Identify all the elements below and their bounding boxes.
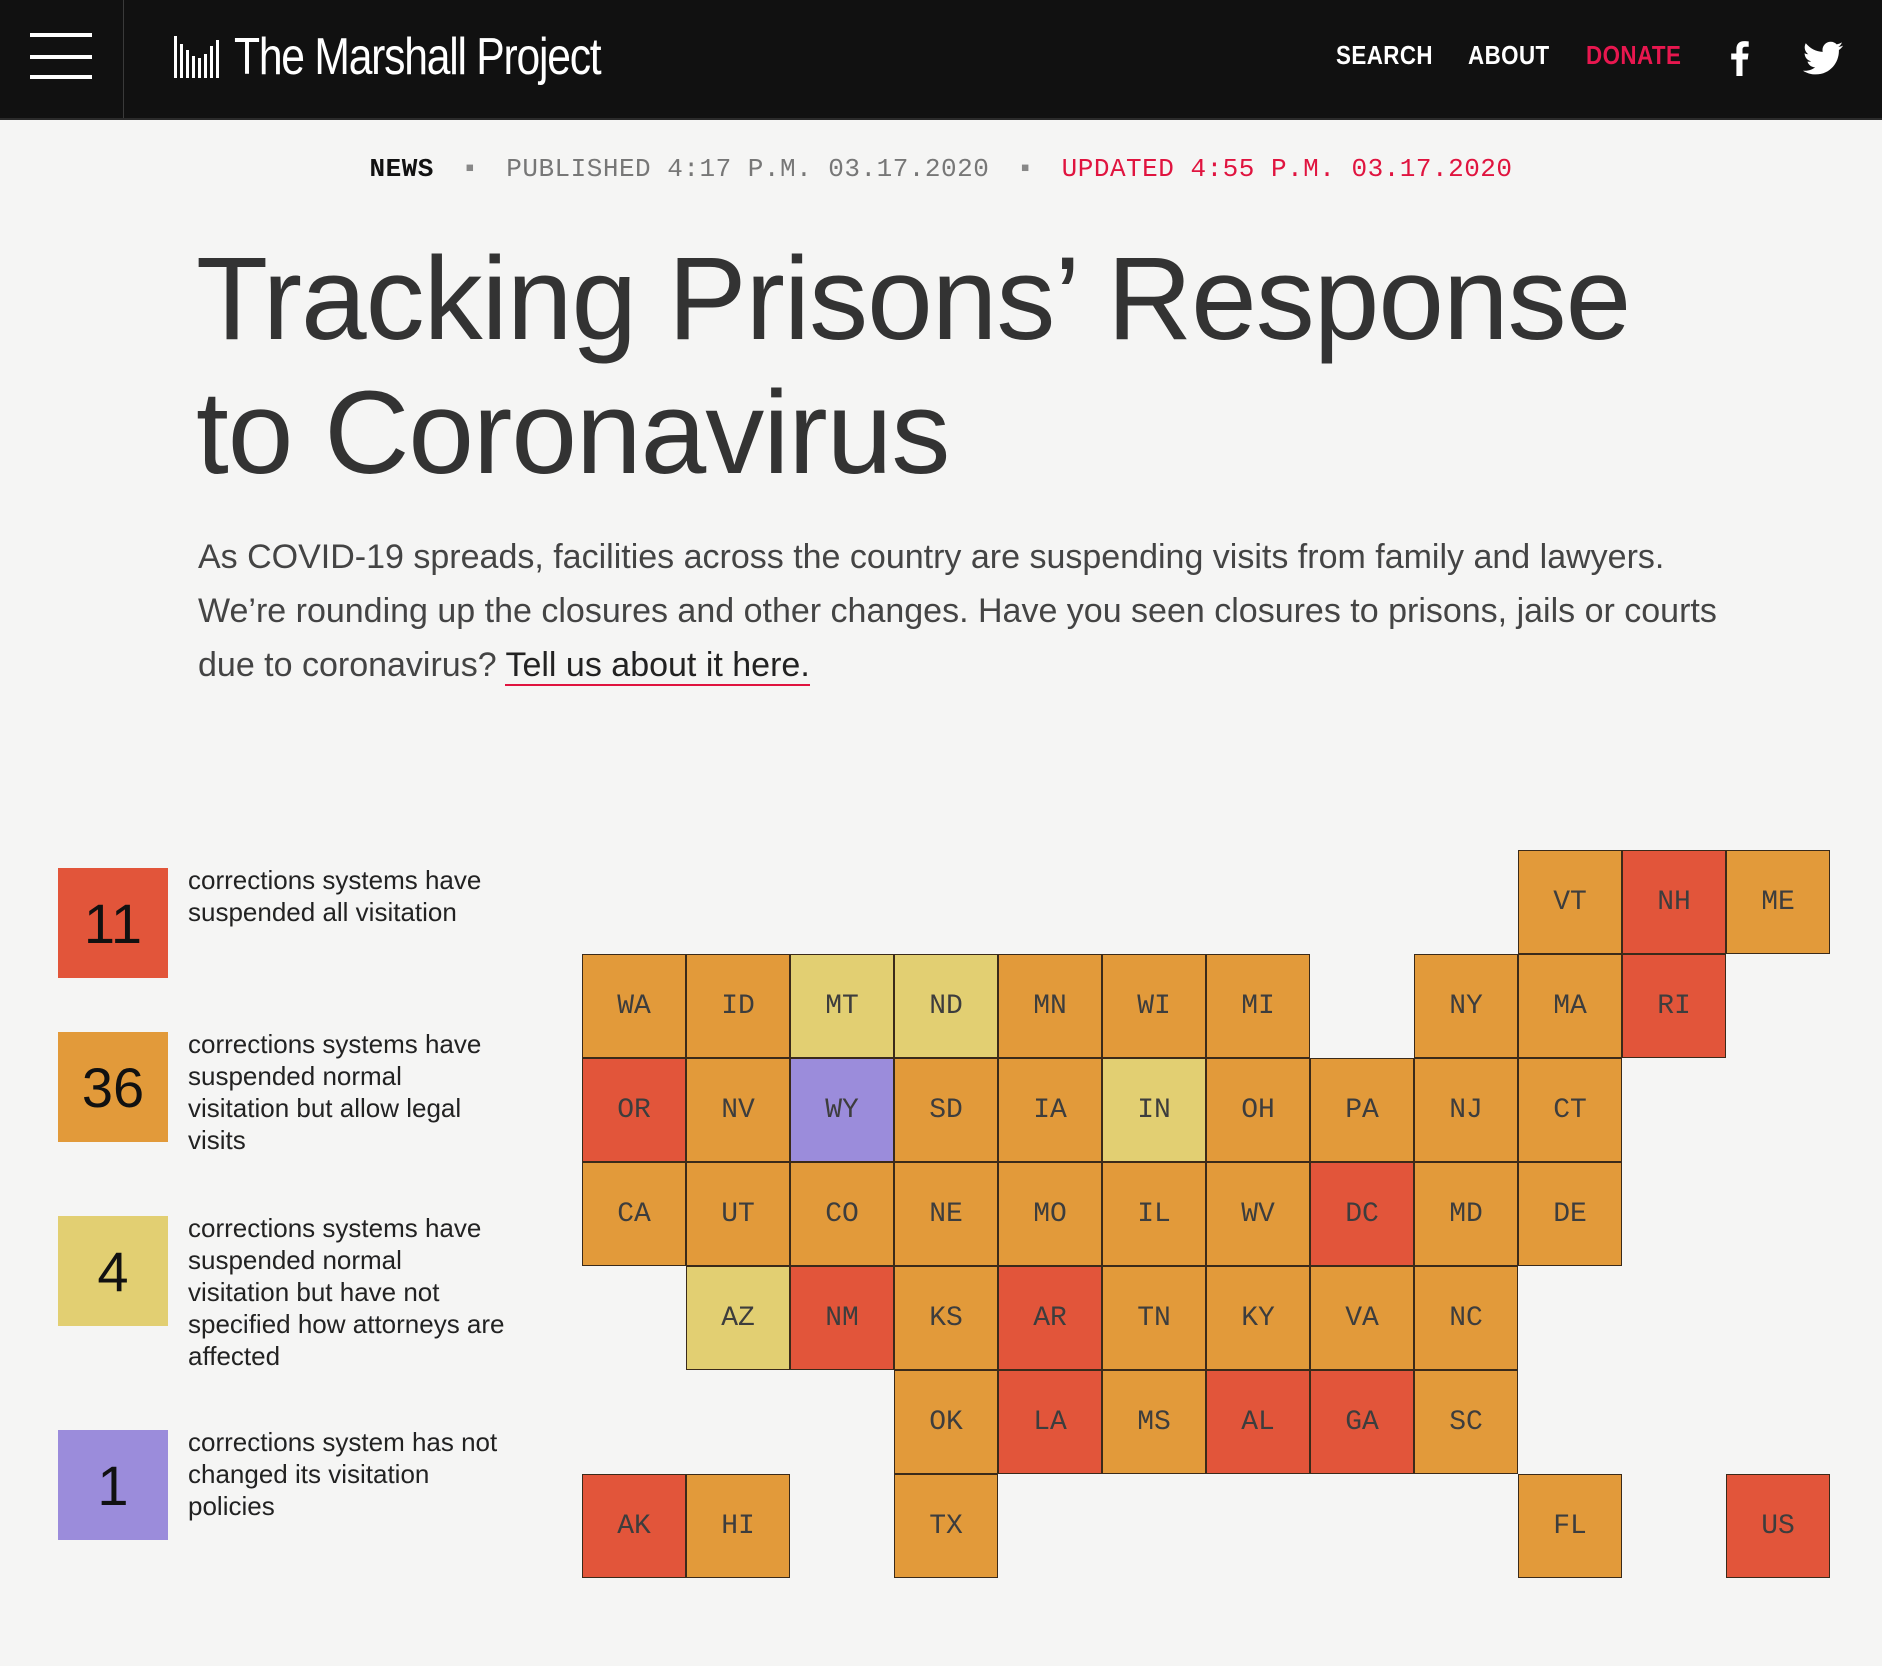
state-tile-nj[interactable]: NJ xyxy=(1414,1058,1518,1162)
state-tile-al[interactable]: AL xyxy=(1206,1370,1310,1474)
state-tile-nc[interactable]: NC xyxy=(1414,1266,1518,1370)
state-tile-id[interactable]: ID xyxy=(686,954,790,1058)
legend-swatch: 4 xyxy=(58,1216,168,1326)
legend-label: corrections systems have suspended norma… xyxy=(188,1213,505,1371)
legend-swatch: 11 xyxy=(58,868,168,978)
facebook-icon[interactable] xyxy=(1720,38,1760,78)
state-tile-mt[interactable]: MT xyxy=(790,954,894,1058)
article-section[interactable]: NEWS xyxy=(369,154,434,184)
state-tile-nm[interactable]: NM xyxy=(790,1266,894,1370)
state-tile-az[interactable]: AZ xyxy=(686,1266,790,1370)
state-tile-ks[interactable]: KS xyxy=(894,1266,998,1370)
state-tile-ca[interactable]: CA xyxy=(582,1162,686,1266)
state-tile-wi[interactable]: WI xyxy=(1102,954,1206,1058)
state-tile-vt[interactable]: VT xyxy=(1518,850,1622,954)
state-tile-nv[interactable]: NV xyxy=(686,1058,790,1162)
legend-count: 36 xyxy=(81,1055,145,1119)
dek-text: As COVID-19 spreads, facilities across t… xyxy=(198,538,1717,684)
state-tile-ok[interactable]: OK xyxy=(894,1370,998,1474)
published-timestamp: PUBLISHED 4:17 P.M. 03.17.2020 xyxy=(506,154,990,184)
state-tile-ms[interactable]: MS xyxy=(1102,1370,1206,1474)
state-tile-nd[interactable]: ND xyxy=(894,954,998,1058)
legend-label: corrections system has not changed its v… xyxy=(188,1427,498,1521)
state-tile-ri[interactable]: RI xyxy=(1622,954,1726,1058)
menu-line xyxy=(30,55,92,59)
state-tile-sd[interactable]: SD xyxy=(894,1058,998,1162)
legend-count: 4 xyxy=(97,1239,129,1303)
state-tile-ga[interactable]: GA xyxy=(1310,1370,1414,1474)
state-tile-hi[interactable]: HI xyxy=(686,1474,790,1578)
state-tile-or[interactable]: OR xyxy=(582,1058,686,1162)
state-tile-wa[interactable]: WA xyxy=(582,954,686,1058)
menu-line xyxy=(30,75,92,79)
state-tile-tx[interactable]: TX xyxy=(894,1474,998,1578)
state-tile-us[interactable]: US xyxy=(1726,1474,1830,1578)
nav-donate-link[interactable]: DONATE xyxy=(1586,40,1682,70)
state-tile-ne[interactable]: NE xyxy=(894,1162,998,1266)
site-logo-link[interactable]: The Marshall Project xyxy=(174,22,681,92)
state-tile-nh[interactable]: NH xyxy=(1622,850,1726,954)
state-tile-dc[interactable]: DC xyxy=(1310,1162,1414,1266)
updated-timestamp: UPDATED 4:55 P.M. 03.17.2020 xyxy=(1061,154,1513,184)
state-tile-ak[interactable]: AK xyxy=(582,1474,686,1578)
meta-separator: ▪ xyxy=(462,154,479,184)
state-tile-ar[interactable]: AR xyxy=(998,1266,1102,1370)
state-tile-tn[interactable]: TN xyxy=(1102,1266,1206,1370)
state-tile-la[interactable]: LA xyxy=(998,1370,1102,1474)
legend-count: 1 xyxy=(97,1453,129,1517)
state-tile-ky[interactable]: KY xyxy=(1206,1266,1310,1370)
title-line-1: Tracking Prisons’ Response xyxy=(196,233,1631,365)
title-line-2: to Coronavirus xyxy=(196,367,950,499)
state-tile-co[interactable]: CO xyxy=(790,1162,894,1266)
state-tile-de[interactable]: DE xyxy=(1518,1162,1622,1266)
state-tile-md[interactable]: MD xyxy=(1414,1162,1518,1266)
logo-bars-icon xyxy=(174,36,219,78)
legend-count: 11 xyxy=(83,891,143,955)
state-tile-ia[interactable]: IA xyxy=(998,1058,1102,1162)
nav-search-link[interactable]: SEARCH xyxy=(1336,40,1434,70)
state-tile-wv[interactable]: WV xyxy=(1206,1162,1310,1266)
state-tile-mo[interactable]: MO xyxy=(998,1162,1102,1266)
nav-about-link[interactable]: ABOUT xyxy=(1468,40,1550,70)
legend-swatch: 36 xyxy=(58,1032,168,1142)
state-tile-oh[interactable]: OH xyxy=(1206,1058,1310,1162)
twitter-icon[interactable] xyxy=(1802,38,1844,78)
state-tile-mi[interactable]: MI xyxy=(1206,954,1310,1058)
state-tile-ma[interactable]: MA xyxy=(1518,954,1622,1058)
article-meta: NEWS ▪ PUBLISHED 4:17 P.M. 03.17.2020 ▪ … xyxy=(0,154,1882,184)
legend-label: corrections systems have suspended all v… xyxy=(188,865,482,927)
state-tile-il[interactable]: IL xyxy=(1102,1162,1206,1266)
state-tile-fl[interactable]: FL xyxy=(1518,1474,1622,1578)
hamburger-menu-button[interactable] xyxy=(0,0,124,118)
legend-label: corrections systems have suspended norma… xyxy=(188,1029,482,1155)
state-tile-va[interactable]: VA xyxy=(1310,1266,1414,1370)
state-tile-wy[interactable]: WY xyxy=(790,1058,894,1162)
state-tile-ny[interactable]: NY xyxy=(1414,954,1518,1058)
state-tile-me[interactable]: ME xyxy=(1726,850,1830,954)
state-tile-ct[interactable]: CT xyxy=(1518,1058,1622,1162)
site-name: The Marshall Project xyxy=(234,28,602,86)
legend-swatch: 1 xyxy=(58,1430,168,1540)
article-title: Tracking Prisons’ Response to Coronaviru… xyxy=(196,232,1756,500)
tell-us-link[interactable]: Tell us about it here. xyxy=(505,646,810,686)
state-tile-pa[interactable]: PA xyxy=(1310,1058,1414,1162)
top-navigation-bar: The Marshall Project SEARCH ABOUT DONATE xyxy=(0,0,1882,120)
state-tile-ut[interactable]: UT xyxy=(686,1162,790,1266)
state-tile-mn[interactable]: MN xyxy=(998,954,1102,1058)
article-dek: As COVID-19 spreads, facilities across t… xyxy=(198,530,1718,692)
state-tile-in[interactable]: IN xyxy=(1102,1058,1206,1162)
meta-separator: ▪ xyxy=(1017,154,1034,184)
menu-line xyxy=(30,33,92,37)
state-tile-sc[interactable]: SC xyxy=(1414,1370,1518,1474)
